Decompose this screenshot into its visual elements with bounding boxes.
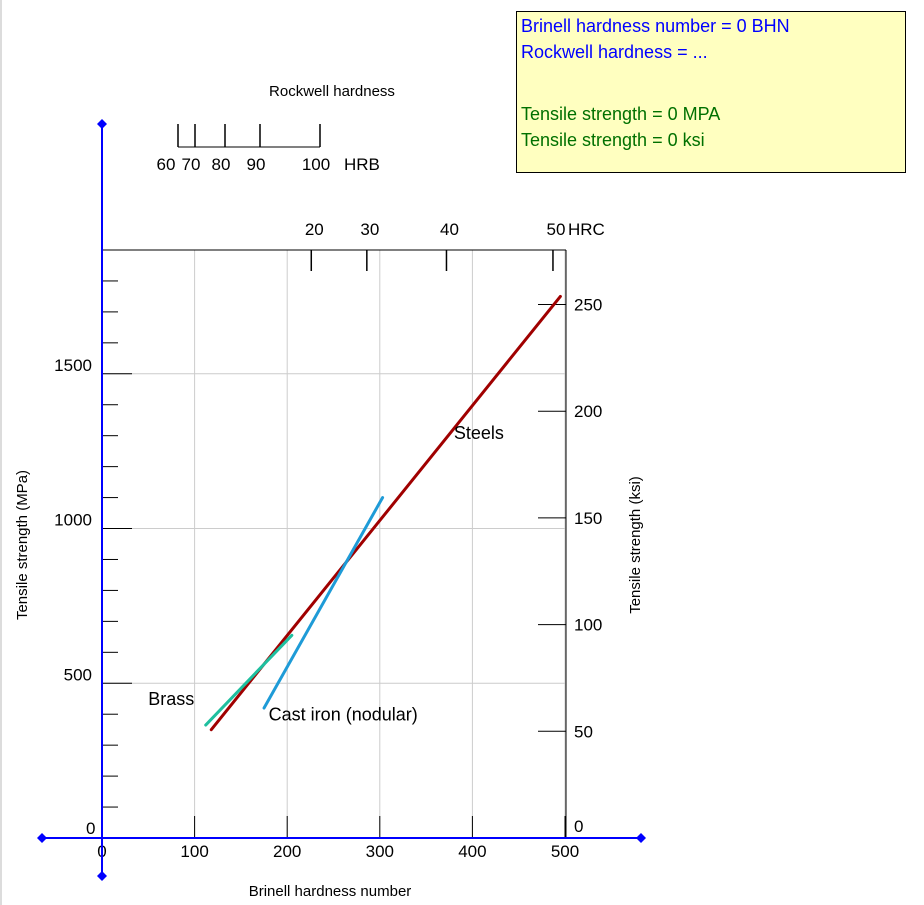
hrb-tick-label-100: 100	[302, 155, 330, 174]
y2-tick-label-150: 150	[574, 509, 602, 528]
series-lines	[204, 294, 562, 732]
brinell-readout: Brinell hardness number = 0 BHN	[521, 16, 790, 36]
x-axis-title: Brinell hardness number	[249, 883, 412, 900]
x-axis-right-marker	[636, 833, 646, 843]
y-axis-bottom-marker	[97, 871, 107, 881]
hrb-scale: Rockwell hardness 60 70 80 90 100 HRB	[157, 83, 395, 174]
y2-tick-label-250: 250	[574, 296, 602, 315]
y-tick-label-500: 500	[64, 665, 92, 684]
x-axis-left-marker	[37, 833, 47, 843]
hrb-unit-label: HRB	[344, 155, 380, 174]
hrb-tick-label-80: 80	[212, 155, 231, 174]
blue-axes: 0100200300400500	[37, 119, 646, 881]
series-line-brass	[204, 633, 294, 727]
x-tick-label-200: 200	[273, 842, 301, 861]
right-axis-ticks: 0 50 100 150 200 250	[538, 296, 602, 836]
hrc-unit-label: HRC	[568, 220, 605, 239]
hrb-tick-label-60: 60	[157, 155, 176, 174]
y2-tick-label-0: 0	[574, 817, 583, 836]
annotation-steels: Steels	[454, 423, 504, 443]
plot-frame	[102, 249, 567, 838]
left-axis-ticks: 0 500 1000 1500	[54, 280, 132, 838]
y-tick-label-1000: 1000	[54, 511, 92, 530]
annotation-brass: Brass	[148, 689, 194, 709]
hrb-tick-label-70: 70	[182, 155, 201, 174]
y2-tick-label-50: 50	[574, 722, 593, 741]
hrc-tick-label-50: 50	[547, 220, 566, 239]
chart-grid	[102, 250, 566, 838]
y-axis-title: Tensile strength (MPa)	[14, 470, 31, 620]
hrc-scale: 20 30 40 50 HRC	[305, 220, 605, 271]
x-tick-label-300: 300	[366, 842, 394, 861]
readout-panel: Brinell hardness number = 0 BHN Rockwell…	[516, 11, 906, 173]
annotation-cast-iron-nodular: Cast iron (nodular)	[269, 704, 418, 724]
rockwell-readout: Rockwell hardness = ...	[521, 42, 708, 62]
tensile-ksi-readout: Tensile strength = 0 ksi	[521, 130, 705, 150]
y2-tick-label-100: 100	[574, 616, 602, 635]
y-axis-top-marker	[97, 119, 107, 129]
x-tick-label-400: 400	[458, 842, 486, 861]
hrb-tick-label-90: 90	[247, 155, 266, 174]
chart-labels: Steels Cast iron (nodular) Brass Brinell ha…	[14, 423, 644, 900]
hrc-tick-label-20: 20	[305, 220, 324, 239]
hrc-tick-label-40: 40	[440, 220, 459, 239]
y-tick-label-1500: 1500	[54, 356, 92, 375]
tensile-mpa-readout: Tensile strength = 0 MPA	[521, 104, 721, 124]
y2-axis-title: Tensile strength (ksi)	[627, 476, 644, 614]
x-tick-label-500: 500	[551, 842, 579, 861]
y2-tick-label-200: 200	[574, 402, 602, 421]
hrb-scale-title: Rockwell hardness	[269, 83, 395, 100]
readout-spacer	[521, 65, 900, 101]
window-left-edge	[0, 0, 2, 905]
series-line-cast-iron-nodular	[262, 496, 385, 710]
x-tick-label-100: 100	[180, 842, 208, 861]
y-tick-label-0: 0	[86, 819, 95, 838]
hrc-tick-label-30: 30	[360, 220, 379, 239]
